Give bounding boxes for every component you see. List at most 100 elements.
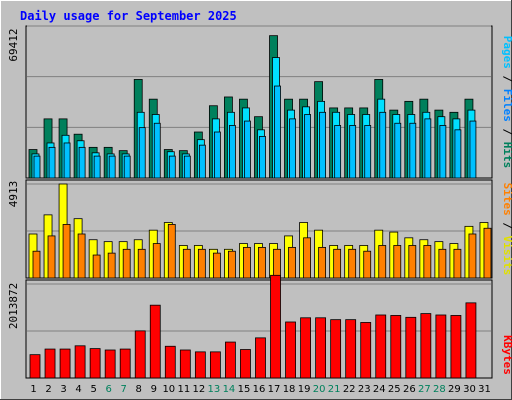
bar-sites-day-13 [212,252,221,279]
legend-pages: Pages [501,36,512,69]
bar-sites-day-25 [393,245,402,279]
bar-kbytes-day-15 [240,349,251,379]
x-tick-label: 3 [60,384,66,395]
bar-kbytes-day-20 [315,317,327,379]
bar-pages-day-20 [319,111,327,179]
bar-kbytes-day-23 [360,322,372,379]
svg-text:KBytes: KBytes [501,335,512,375]
x-tick-label: 24 [373,384,386,395]
x-tick-label: 11 [177,384,190,395]
bar-sites-day-29 [453,248,462,279]
bar-kbytes-day-11 [179,349,191,379]
bar-sites-day-9 [152,243,161,279]
bar-pages-day-17 [274,85,281,179]
bar-kbytes-day-28 [435,314,447,379]
bar-pages-day-29 [454,129,462,179]
x-tick-label: 23 [358,384,371,395]
bar-pages-day-30 [469,120,477,179]
bar-kbytes-day-27 [420,313,432,379]
bar-kbytes-day-18 [285,321,296,379]
bar-sites-day-7 [122,248,131,279]
legend-visits: Visits [501,236,512,276]
x-tick-label: 26 [403,384,416,395]
bar-sites-day-31 [483,227,492,279]
bar-kbytes-day-25 [390,315,402,379]
bar-sites-day-27 [423,245,432,279]
bar-pages-day-6 [108,155,116,179]
x-tick-label: 5 [90,384,96,395]
y-max-label: 4913 [7,181,20,208]
bar-pages-day-26 [409,122,417,179]
bar-kbytes-day-5 [89,348,101,379]
bar-sites-day-8 [137,248,146,279]
bar-pages-day-8 [138,127,146,179]
x-tick-label: 22 [343,384,356,395]
bar-kbytes-day-6 [104,349,116,379]
x-tick-label: 20 [313,384,326,395]
bar-sites-day-22 [348,248,357,279]
x-tick-label: 30 [463,384,476,395]
bar-sites-day-17 [273,248,281,279]
bars [29,274,477,379]
bar-kbytes-day-4 [74,345,86,379]
bar-pages-day-23 [364,125,372,179]
bar-kbytes-day-9 [149,304,161,379]
bars [28,183,492,279]
bar-sites-day-11 [182,248,191,279]
visits-sites-panel: 4913 Sites / Visits [7,179,512,279]
bar-sites-day-23 [363,250,372,279]
bar-pages-day-7 [123,155,131,179]
bar-pages-day-25 [394,122,402,179]
legend-separator: / [501,76,512,89]
x-tick-label: 4 [75,384,81,395]
x-tick-label: 8 [136,384,142,395]
chart-title: Daily usage for September 2025 [20,9,237,23]
bar-kbytes-day-17 [270,274,281,379]
bar-pages-day-21 [334,125,342,179]
bar-pages-day-27 [424,118,432,179]
bar-pages-day-15 [244,120,251,179]
bar-sites-day-14 [228,250,236,279]
bar-sites-day-28 [438,248,447,279]
bar-kbytes-day-30 [465,302,477,379]
bar-pages-day-11 [183,155,191,179]
bar-pages-day-4 [78,146,86,179]
bar-kbytes-day-24 [375,314,387,379]
bar-pages-day-19 [304,114,311,179]
bar-pages-day-12 [198,144,206,179]
bar-pages-day-24 [379,111,387,179]
x-tick-label: 17 [268,384,281,395]
bar-pages-day-14 [229,125,236,179]
bar-sites-day-10 [167,224,176,279]
x-axis-day-labels: 1 2 3 4 5 6 7 8 9 10 11 12 13 14 15 16 17 18 19 20 21 22 23 24 2… [30,384,491,395]
x-tick-label: 25 [388,384,401,395]
x-tick-label: 28 [433,384,446,395]
x-tick-label: 15 [238,384,251,395]
bar-sites-day-19 [303,237,311,279]
x-tick-label: 13 [208,384,221,395]
bar-kbytes-day-8 [134,330,146,379]
bar-sites-day-12 [197,248,206,279]
bar-sites-day-30 [468,233,477,279]
bar-kbytes-day-22 [345,319,357,379]
y-max-label: 2013872 [7,283,20,329]
x-tick-label: 31 [478,384,491,395]
x-tick-label: 16 [253,384,266,395]
bar-kbytes-day-1 [29,354,41,379]
x-tick-label: 10 [162,384,175,395]
x-tick-label: 29 [448,384,461,395]
y-max-label: 69412 [7,28,20,61]
bar-pages-day-16 [259,135,266,179]
bar-kbytes-day-16 [255,337,266,379]
bar-kbytes-day-29 [450,315,462,379]
legend-sites: Sites [501,183,512,216]
x-tick-label: 9 [151,384,157,395]
x-tick-label: 2 [45,384,51,395]
bar-kbytes-day-3 [59,348,71,379]
gridlines [27,183,491,232]
legend-separator: / [501,222,512,235]
bar-kbytes-day-12 [194,351,206,379]
bar-sites-day-1 [32,250,41,279]
bar-pages-day-5 [93,155,101,179]
